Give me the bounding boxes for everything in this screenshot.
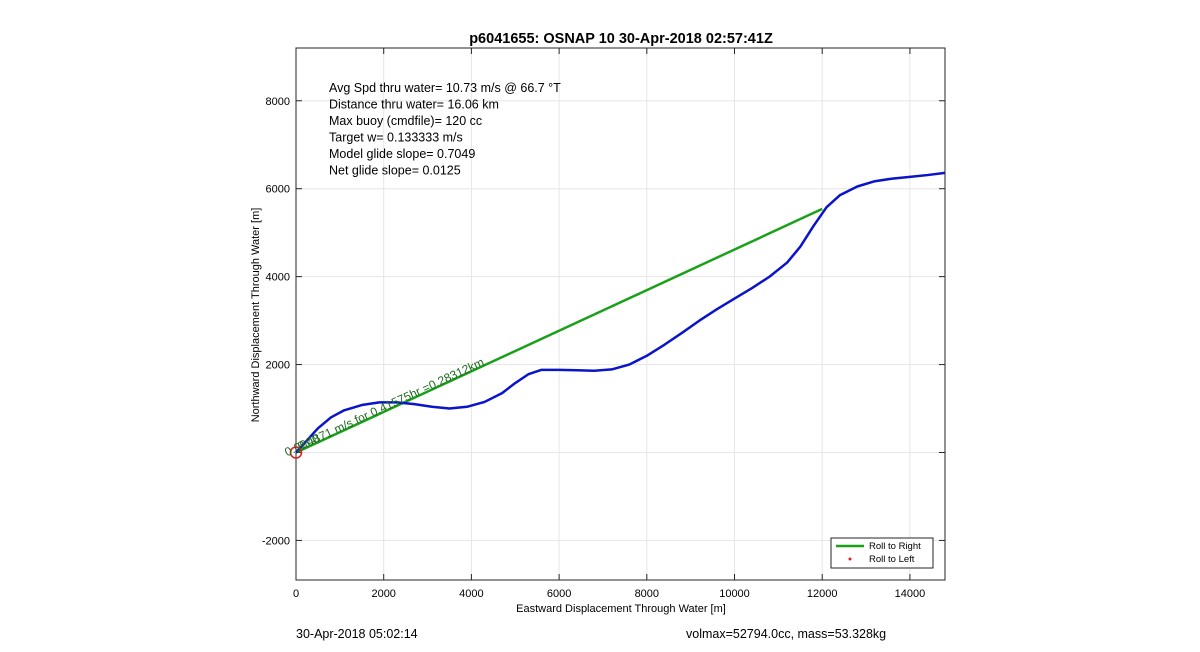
x-tick-label: 12000 <box>807 588 838 600</box>
x-tick-label: 10000 <box>719 588 750 600</box>
segment-speed-label: 0.4871 m/s for 0.41575hr =0.28312km <box>295 355 486 453</box>
footer-volmax-mass: volmax=52794.0cc, mass=53.328kg <box>686 627 887 641</box>
stats-line: Max buoy (cmdfile)= 120 cc <box>329 114 482 128</box>
x-tick-label: 14000 <box>895 588 926 600</box>
x-tick-label: 2000 <box>371 588 395 600</box>
footer-timestamp: 30-Apr-2018 05:02:14 <box>296 627 418 641</box>
x-tick-label: 8000 <box>635 588 659 600</box>
chart-title: p6041655: OSNAP 10 30-Apr-2018 02:57:41Z <box>469 31 773 47</box>
stats-line: Avg Spd thru water= 10.73 m/s @ 66.7 °T <box>329 81 561 95</box>
x-tick-label: 6000 <box>547 588 571 600</box>
stats-line: Model glide slope= 0.7049 <box>329 147 475 161</box>
stats-line: Target w= 0.133333 m/s <box>329 131 463 145</box>
stats-line: Net glide slope= 0.0125 <box>329 164 461 178</box>
y-axis-label: Northward Displacement Through Water [m] <box>250 208 262 423</box>
legend-roll-left-swatch <box>848 557 852 561</box>
x-axis-label: Eastward Displacement Through Water [m] <box>516 603 726 615</box>
plot-frame <box>295 47 946 581</box>
glider-track-line <box>295 171 946 454</box>
series-roll-to-right-line <box>295 207 823 454</box>
y-tick-label: 4000 <box>266 272 290 284</box>
y-tick-label: -2000 <box>262 535 290 547</box>
legend: Roll to Right Roll to Left <box>830 537 934 569</box>
x-tick-label: 0 <box>293 588 299 600</box>
origin-label: 0.0000 <box>282 431 321 459</box>
legend-roll-right-label: Roll to Right <box>869 541 921 552</box>
plot-area <box>289 171 946 459</box>
axes: 0 2000 4000 6000 8000 10000 12000 14000 -2000 200… <box>262 47 946 600</box>
y-tick-label: 2000 <box>266 360 290 372</box>
legend-roll-left-label: Roll to Left <box>869 554 915 565</box>
stats-line: Distance thru water= 16.06 km <box>329 98 499 112</box>
start-marker <box>289 446 303 459</box>
grid <box>295 48 945 580</box>
annotations: Avg Spd thru water= 10.73 m/s @ 66.7 °T D… <box>282 81 561 459</box>
legend-box <box>830 537 934 569</box>
x-tick-label: 4000 <box>459 588 483 600</box>
y-tick-label: 8000 <box>266 96 290 108</box>
y-tick-label: 6000 <box>266 184 290 196</box>
